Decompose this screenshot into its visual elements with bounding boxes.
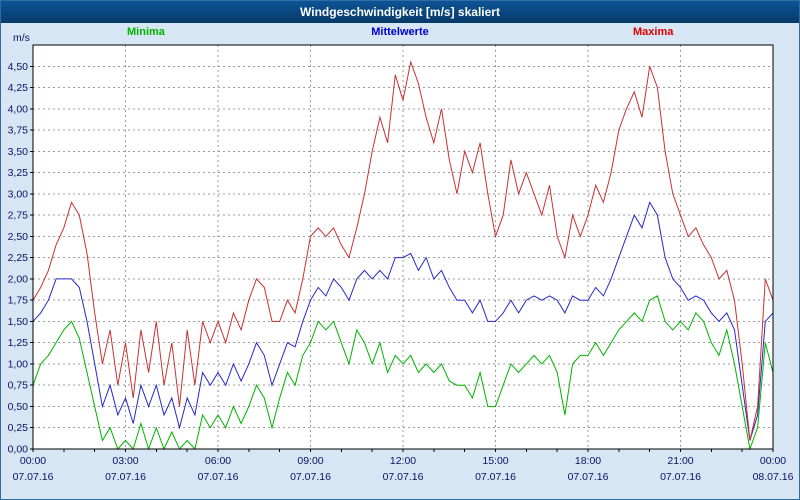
legend-minima: Minima — [127, 26, 165, 38]
svg-text:2,25: 2,25 — [8, 252, 29, 264]
svg-text:3,00: 3,00 — [8, 188, 29, 200]
svg-text:2,75: 2,75 — [8, 210, 29, 222]
svg-text:07.07.16: 07.07.16 — [568, 471, 609, 483]
svg-text:4,00: 4,00 — [8, 103, 29, 115]
svg-text:2,50: 2,50 — [8, 231, 29, 243]
window-title: Windgeschwindigkeit [m/s] skaliert — [1, 1, 799, 23]
svg-text:15:00: 15:00 — [482, 455, 508, 467]
svg-text:2,00: 2,00 — [8, 273, 29, 285]
svg-text:09:00: 09:00 — [297, 455, 323, 467]
svg-text:4,25: 4,25 — [8, 82, 29, 94]
legend-mittelwerte: Mittelwerte — [371, 26, 429, 38]
svg-text:21:00: 21:00 — [667, 455, 693, 467]
svg-text:1,50: 1,50 — [8, 316, 29, 328]
svg-text:06:00: 06:00 — [205, 455, 231, 467]
svg-text:12:00: 12:00 — [390, 455, 416, 467]
svg-text:00:00: 00:00 — [20, 455, 46, 467]
svg-text:07.07.16: 07.07.16 — [13, 471, 54, 483]
svg-text:0,50: 0,50 — [8, 401, 29, 413]
axis-labels: 0,00 0,25 0,50 0,75 1,00 1,25 1,50 1,75 2,00 2,25… — [8, 61, 794, 483]
svg-text:07.07.16: 07.07.16 — [198, 471, 239, 483]
svg-text:1,00: 1,00 — [8, 358, 29, 370]
series-line-mittelwerte — [32, 201, 774, 441]
svg-text:07.07.16: 07.07.16 — [105, 471, 146, 483]
svg-text:0,00: 0,00 — [8, 444, 29, 456]
series-line-minima — [32, 295, 774, 451]
y-axis-unit: m/s — [13, 32, 30, 44]
svg-text:0,75: 0,75 — [8, 380, 29, 392]
svg-text:07.07.16: 07.07.16 — [383, 471, 424, 483]
series-line-maxima — [32, 60, 774, 441]
svg-text:07.07.16: 07.07.16 — [475, 471, 516, 483]
svg-text:00:00: 00:00 — [760, 455, 786, 467]
svg-text:07.07.16: 07.07.16 — [290, 471, 331, 483]
svg-text:3,50: 3,50 — [8, 146, 29, 158]
svg-text:0,25: 0,25 — [8, 422, 29, 434]
svg-text:08.07.16: 08.07.16 — [753, 471, 794, 483]
svg-text:3,25: 3,25 — [8, 167, 29, 179]
svg-text:4,50: 4,50 — [8, 61, 29, 73]
svg-text:03:00: 03:00 — [112, 455, 138, 467]
svg-text:18:00: 18:00 — [575, 455, 601, 467]
svg-text:1,75: 1,75 — [8, 295, 29, 307]
svg-text:1,25: 1,25 — [8, 337, 29, 349]
svg-text:07.07.16: 07.07.16 — [660, 471, 701, 483]
svg-text:3,75: 3,75 — [8, 125, 29, 137]
legend-maxima: Maxima — [633, 26, 674, 38]
chart-legend: Minima Mittelwerte Maxima — [1, 26, 799, 42]
